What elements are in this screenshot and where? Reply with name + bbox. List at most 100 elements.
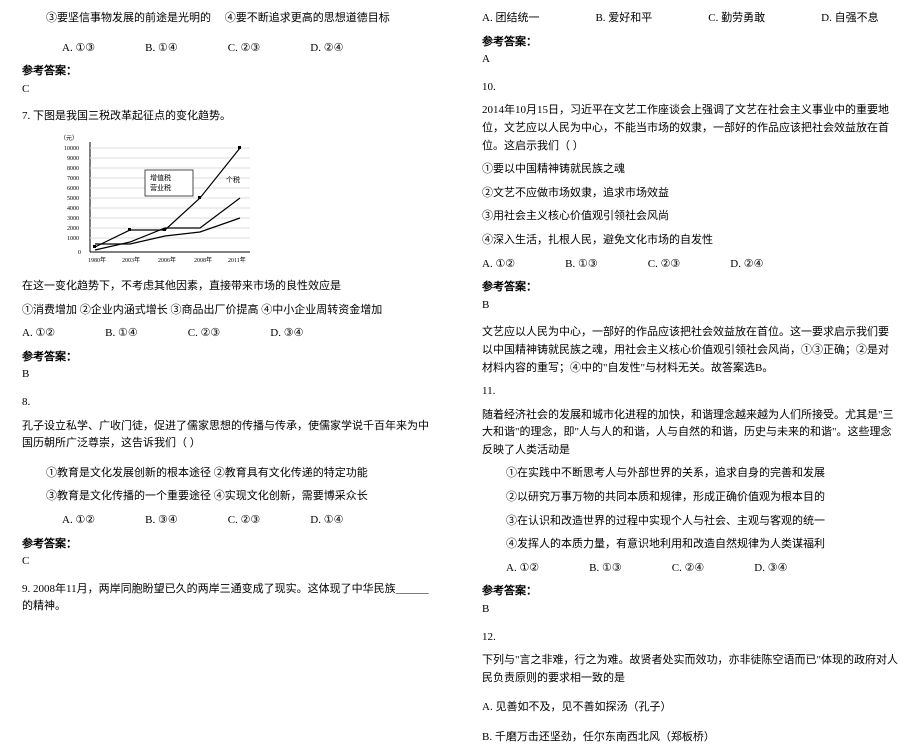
q8-stem: 孔子设立私学、广收门徒，促进了儒家思想的传播与传承，使儒家学说千百年来为中国历朝… bbox=[22, 418, 438, 453]
q8-opt-c: C. ②③ bbox=[228, 512, 261, 530]
q6-opt-c: C. ②③ bbox=[228, 40, 261, 58]
q10-answer-block: 参考答案： B bbox=[482, 279, 898, 314]
q7-stem: 7. 下图是我国三税改革起征点的变化趋势。 bbox=[22, 108, 438, 126]
svg-text:营业税: 营业税 bbox=[150, 183, 171, 192]
q10-opt-b: B. ①③ bbox=[565, 256, 598, 274]
q11-i3: ③在认识和改造世界的过程中实现个人与社会、主观与客观的统一 bbox=[482, 513, 898, 531]
q11-answer-block: 参考答案： B bbox=[482, 583, 898, 618]
svg-text:10000: 10000 bbox=[64, 146, 79, 152]
q10-num: 10. bbox=[482, 79, 898, 97]
q11-opt-c: C. ②④ bbox=[672, 560, 705, 578]
q10-opt-d: D. ②④ bbox=[730, 256, 763, 274]
svg-text:2008年: 2008年 bbox=[194, 256, 212, 264]
svg-text:2003年: 2003年 bbox=[122, 256, 140, 264]
svg-text:增值税: 增值税 bbox=[150, 173, 171, 182]
q8-opt-b: B. ③④ bbox=[145, 512, 178, 530]
q10-i4: ④深入生活，扎根人民，避免文化市场的自发性 bbox=[482, 232, 898, 250]
q10-i3: ③用社会主义核心价值观引领社会风尚 bbox=[482, 208, 898, 226]
tax-chart: （元） 10000 9000 8000 7000 6000 5000 4000 … bbox=[50, 132, 260, 272]
svg-text:2006年: 2006年 bbox=[158, 256, 176, 264]
q6-opt-b: B. ①④ bbox=[145, 40, 178, 58]
q6-item3: ③要坚信事物发展的前途是光明的 bbox=[46, 12, 211, 24]
q8-opt-a: A. ①② bbox=[62, 512, 95, 530]
left-column: ③要坚信事物发展的前途是光明的 ④要不断追求更高的思想道德目标 A. ①③ B.… bbox=[0, 0, 460, 651]
answer-label: 参考答案： bbox=[482, 279, 898, 297]
q8-answer: C bbox=[22, 553, 438, 571]
q7-answer-block: 参考答案： B bbox=[22, 349, 438, 384]
svg-text:1980年: 1980年 bbox=[88, 256, 106, 264]
q11-i1: ①在实践中不断思考人与外部世界的关系，追求自身的完善和发展 bbox=[482, 465, 898, 483]
svg-text:2011年: 2011年 bbox=[228, 256, 246, 264]
q11-opt-a: A. ①② bbox=[506, 560, 539, 578]
q12-opt-a: A. 见善如不及，见不善如探汤（孔子） bbox=[482, 699, 898, 717]
q7-answer: B bbox=[22, 366, 438, 384]
svg-text:6000: 6000 bbox=[67, 186, 79, 192]
q7-opt-b: B. ①④ bbox=[105, 325, 138, 343]
svg-text:个税: 个税 bbox=[226, 175, 240, 184]
q8-answer-block: 参考答案： C bbox=[22, 536, 438, 571]
q10-i2: ②文艺不应做市场奴隶，追求市场效益 bbox=[482, 185, 898, 203]
q9-answer-block: 参考答案： A bbox=[482, 34, 898, 69]
answer-label: 参考答案： bbox=[22, 63, 438, 81]
q9-opt-c: C. 勤劳勇敢 bbox=[708, 10, 765, 28]
q11-stem: 随着经济社会的发展和城市化进程的加快，和谐理念越来越为人们所接受。尤其是"三大和… bbox=[482, 407, 898, 460]
q11-options: A. ①② B. ①③ C. ②④ D. ③④ bbox=[482, 560, 898, 578]
q6-options: A. ①③ B. ①④ C. ②③ D. ②④ bbox=[22, 40, 438, 58]
answer-label: 参考答案： bbox=[482, 583, 898, 601]
svg-text:7000: 7000 bbox=[67, 176, 79, 182]
svg-text:8000: 8000 bbox=[67, 166, 79, 172]
q8-items2: ③教育是文化传播的一个重要途径 ④实现文化创新，需要博采众长 bbox=[22, 488, 438, 506]
q12-stem: 下列与"言之非难，行之为难。故贤者处实而效功，亦非徒陈空语而已"体现的政府对人民… bbox=[482, 652, 898, 687]
svg-text:4000: 4000 bbox=[67, 206, 79, 212]
q8-options: A. ①② B. ③④ C. ②③ D. ①④ bbox=[22, 512, 438, 530]
q9-answer: A bbox=[482, 51, 898, 69]
q11-i2: ②以研究万事万物的共同本质和规律，形成正确价值观为根本目的 bbox=[482, 489, 898, 507]
svg-text:0: 0 bbox=[78, 250, 81, 256]
q12-opt-b: B. 千磨万击还坚劲，任尔东南西北风（郑板桥） bbox=[482, 729, 898, 747]
q7-opt-a: A. ①② bbox=[22, 325, 55, 343]
svg-text:1000: 1000 bbox=[67, 236, 79, 242]
svg-text:（元）: （元） bbox=[60, 135, 78, 142]
q11-opt-d: D. ③④ bbox=[754, 560, 787, 578]
q11-answer: B bbox=[482, 601, 898, 619]
q9-stem: 9. 2008年11月，两岸同胞盼望已久的两岸三通变成了现实。这体现了中华民族_… bbox=[22, 581, 438, 616]
q12-num: 12. bbox=[482, 629, 898, 647]
q10-options: A. ①② B. ①③ C. ②③ D. ②④ bbox=[482, 256, 898, 274]
svg-text:2000: 2000 bbox=[67, 226, 79, 232]
q8-opt-d: D. ①④ bbox=[310, 512, 343, 530]
q10-explanation: 文艺应以人民为中心，一部好的作品应该把社会效益放在首位。这一要求启示我们要以中国… bbox=[482, 324, 898, 377]
q10-opt-c: C. ②③ bbox=[648, 256, 681, 274]
q6-opt-d: D. ②④ bbox=[310, 40, 343, 58]
svg-text:3000: 3000 bbox=[67, 216, 79, 222]
q10-answer: B bbox=[482, 297, 898, 315]
q11-num: 11. bbox=[482, 383, 898, 401]
q7-options: A. ①② B. ①④ C. ②③ D. ③④ bbox=[22, 325, 438, 343]
answer-label: 参考答案： bbox=[482, 34, 898, 52]
q9-opt-a: A. 团结统一 bbox=[482, 10, 539, 28]
right-column: A. 团结统一 B. 爱好和平 C. 勤劳勇敢 D. 自强不息 参考答案： A … bbox=[460, 0, 920, 651]
q6-item3-4: ③要坚信事物发展的前途是光明的 ④要不断追求更高的思想道德目标 bbox=[22, 10, 438, 28]
svg-text:9000: 9000 bbox=[67, 156, 79, 162]
q10-stem: 2014年10月15日，习近平在文艺工作座谈会上强调了文艺在社会主义事业中的重要… bbox=[482, 102, 898, 155]
q6-item4: ④要不断追求更高的思想道德目标 bbox=[225, 12, 390, 24]
q8-items1: ①教育是文化发展创新的根本途径 ②教育具有文化传递的特定功能 bbox=[22, 465, 438, 483]
svg-text:5000: 5000 bbox=[67, 196, 79, 202]
q6-answer-block: 参考答案： C bbox=[22, 63, 438, 98]
q7-after: 在这一变化趋势下，不考虑其他因素，直接带来市场的良性效应是 bbox=[22, 278, 438, 296]
q6-answer: C bbox=[22, 81, 438, 99]
q11-opt-b: B. ①③ bbox=[589, 560, 622, 578]
q10-opt-a: A. ①② bbox=[482, 256, 515, 274]
q9-opt-b: B. 爱好和平 bbox=[595, 10, 652, 28]
q7-opt-d: D. ③④ bbox=[270, 325, 303, 343]
q9-options: A. 团结统一 B. 爱好和平 C. 勤劳勇敢 D. 自强不息 bbox=[482, 10, 898, 28]
answer-label: 参考答案： bbox=[22, 536, 438, 554]
q11-i4: ④发挥人的本质力量，有意识地利用和改造自然规律为人类谋福利 bbox=[482, 536, 898, 554]
q8-num: 8. bbox=[22, 394, 438, 412]
q7-items: ①消费增加 ②企业内涵式增长 ③商品出厂价提高 ④中小企业周转资金增加 bbox=[22, 302, 438, 320]
answer-label: 参考答案： bbox=[22, 349, 438, 367]
q7-opt-c: C. ②③ bbox=[188, 325, 221, 343]
q6-opt-a: A. ①③ bbox=[62, 40, 95, 58]
q9-opt-d: D. 自强不息 bbox=[821, 10, 878, 28]
page-root: ③要坚信事物发展的前途是光明的 ④要不断追求更高的思想道德目标 A. ①③ B.… bbox=[0, 0, 920, 651]
q10-i1: ①要以中国精神铸就民族之魂 bbox=[482, 161, 898, 179]
